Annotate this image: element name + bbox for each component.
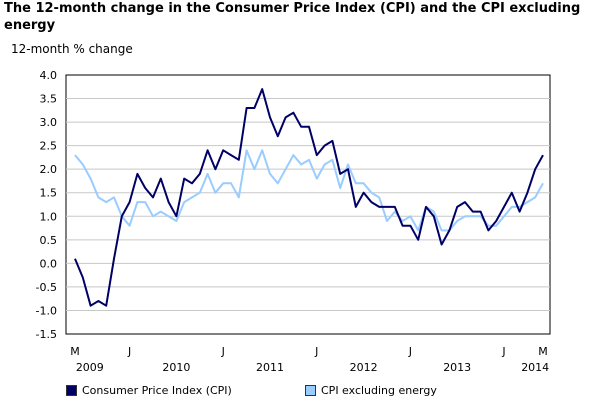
y-tick-label: -1.0 <box>36 304 57 317</box>
x-month-tick-label: J <box>314 345 318 358</box>
legend-item-cpi: Consumer Price Index (CPI) <box>66 384 232 397</box>
y-tick-label: 4.0 <box>40 69 58 82</box>
x-year-label: 2012 <box>350 361 378 374</box>
x-month-tick-label: M <box>538 345 548 358</box>
gridlines <box>66 98 550 311</box>
x-year-label: 2010 <box>162 361 190 374</box>
x-year-label: 2013 <box>443 361 471 374</box>
y-tick-label: 3.0 <box>40 116 58 129</box>
y-tick-label: 1.0 <box>40 210 58 223</box>
plot-area <box>65 74 551 335</box>
y-tick-label: -0.5 <box>36 281 57 294</box>
y-tick-label: 0.0 <box>40 257 58 270</box>
legend-swatch-cpi-ex-energy <box>305 385 316 396</box>
legend-label-cpi: Consumer Price Index (CPI) <box>82 384 232 397</box>
x-month-tick-label: J <box>501 345 505 358</box>
series-lines <box>74 88 544 307</box>
x-year-label: 2009 <box>76 361 104 374</box>
legend-label-cpi-ex-energy: CPI excluding energy <box>321 384 437 397</box>
y-tick-label: 2.0 <box>40 163 58 176</box>
chart-title: The 12-month change in the Consumer Pric… <box>4 1 581 33</box>
y-tick-label: 1.5 <box>40 187 58 200</box>
y-axis-label: 12-month % change <box>11 42 133 56</box>
series-line-cpi <box>74 88 544 307</box>
x-month-tick-label: J <box>127 345 131 358</box>
x-month-tick-label: J <box>408 345 412 358</box>
y-tick-label: -1.5 <box>36 328 57 341</box>
legend-swatch-cpi <box>66 385 77 396</box>
x-month-tick-label: J <box>221 345 225 358</box>
series-line-cpi-ex-energy <box>74 149 544 232</box>
y-tick-label: 2.5 <box>40 140 58 153</box>
legend: Consumer Price Index (CPI) CPI excluding… <box>0 380 589 401</box>
x-month-tick-label: M <box>70 345 80 358</box>
legend-item-cpi-ex-energy: CPI excluding energy <box>305 384 437 397</box>
line-chart: 4.03.53.02.52.01.51.00.50.0-0.5-1.0-1.5 … <box>36 69 551 374</box>
y-axis-ticks: 4.0 3.5 3.0 2.5 2.0 1.5 1.0 0.5 0.0 -0.5 -1.0 -1.5 <box>36 69 57 341</box>
x-year-label: 2014 <box>521 361 549 374</box>
x-year-label: 2011 <box>256 361 284 374</box>
y-tick-label: 0.5 <box>40 234 58 247</box>
y-tick-label: 3.5 <box>40 93 58 106</box>
x-axis-ticks: M J J J J J M 2009 2010 2011 2012 2013 2014 <box>70 345 549 374</box>
